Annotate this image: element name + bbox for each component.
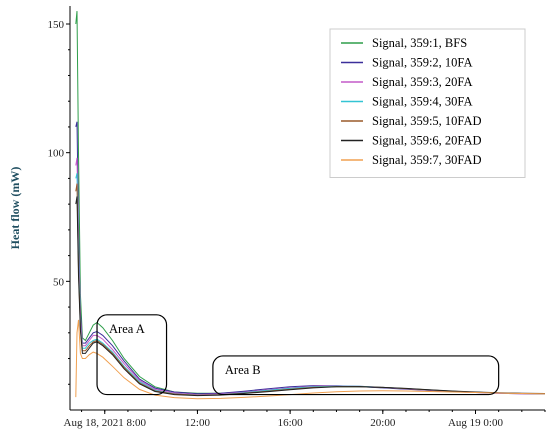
x-tick-label: 12:00 xyxy=(185,417,211,429)
y-tick-label: 100 xyxy=(48,148,65,160)
annotation-layer: Area A Area B xyxy=(96,314,500,396)
x-tick-label: 20:00 xyxy=(370,417,396,429)
axes-layer: 50 100 150 Aug 18, 2021 8:00 12:00 16:00 20:00… xyxy=(48,6,546,429)
series-line-7 xyxy=(75,319,545,400)
annotation-box-1 xyxy=(96,314,168,396)
y-tick-label: 150 xyxy=(48,19,65,31)
legend-entry-4: Signal, 359:4, 30FA xyxy=(372,95,472,109)
annotation-label-2: Area B xyxy=(225,363,261,377)
series-line-3 xyxy=(75,157,545,396)
legend-entry-3: Signal, 359:3, 20FA xyxy=(372,75,472,89)
legend-entry-6: Signal, 359:6, 20FAD xyxy=(372,134,482,148)
annotation-label-1: Area A xyxy=(109,322,145,336)
series-line-6 xyxy=(75,196,545,397)
x-tick-label: 16:00 xyxy=(278,417,304,429)
series-line-4 xyxy=(75,173,545,396)
series-line-5 xyxy=(75,183,545,396)
legend-entry-2: Signal, 359:2, 10FA xyxy=(372,56,472,70)
legend-box xyxy=(329,28,526,178)
x-tick-label: Aug 18, 2021 8:00 xyxy=(64,417,147,429)
legend-entry-1: Signal, 359:1, BFS xyxy=(372,36,467,50)
legend: Signal, 359:1, BFS Signal, 359:2, 10FA Sig… xyxy=(329,28,526,178)
series-layer xyxy=(75,11,545,400)
legend-entry-7: Signal, 359:7, 30FAD xyxy=(372,153,482,167)
legend-entry-5: Signal, 359:5, 10FAD xyxy=(372,114,482,128)
annotation-box-2 xyxy=(212,355,500,396)
y-axis-label: Heat flow (mW) xyxy=(8,167,22,250)
y-tick-label: 50 xyxy=(53,276,65,288)
x-tick-label: Aug 19 0:00 xyxy=(448,417,504,429)
